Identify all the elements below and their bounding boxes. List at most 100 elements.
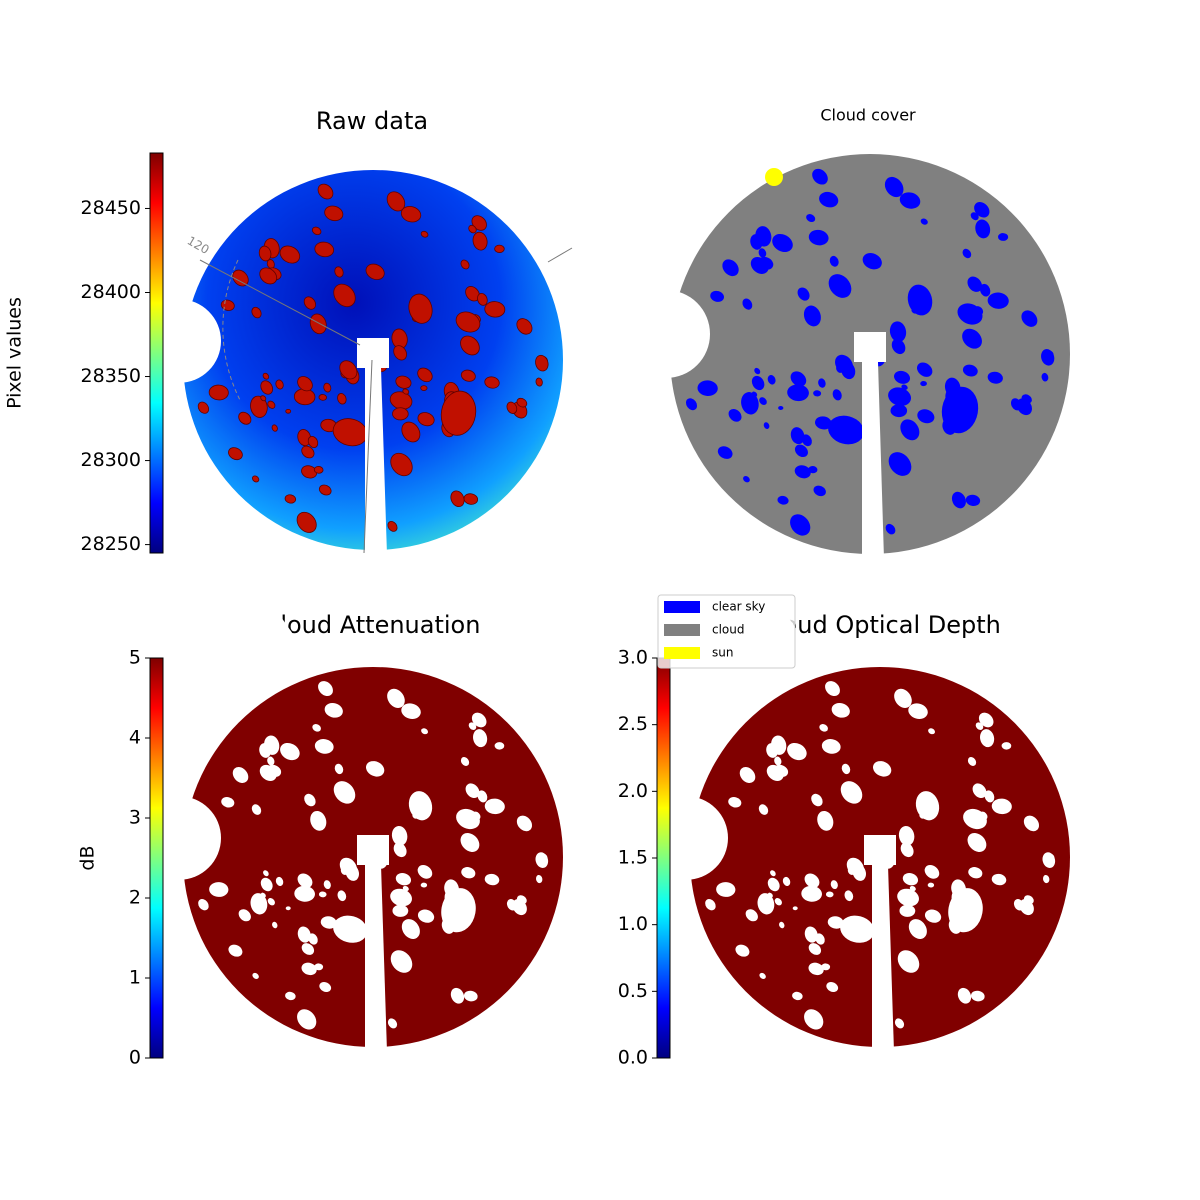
cloud-blob [221, 797, 235, 808]
cloud-blob [401, 919, 420, 939]
cloud-blob [408, 293, 433, 324]
panel: Cloud Attenuation 0 1 2 3 4 5 dB [77, 600, 563, 1069]
cloud-blob [366, 761, 385, 777]
cloud-blob [920, 380, 927, 387]
cloud-blob [840, 915, 875, 943]
cloud-blob [743, 476, 750, 483]
cloud-blob [830, 880, 838, 890]
cloud-blob [250, 395, 268, 418]
cloud-blob [308, 933, 318, 945]
colorbar-tick-label: 0.0 [618, 1047, 648, 1069]
cloud-blob [804, 873, 820, 888]
cloud-blob [972, 783, 987, 799]
cloud-blob [228, 944, 243, 957]
legend-label: clear sky [712, 600, 765, 614]
cloud-blob [238, 411, 252, 425]
cloud-blob [307, 435, 319, 448]
cloud-blob [1042, 852, 1056, 868]
cloud-blob [697, 380, 718, 397]
cloud-blob [263, 870, 269, 877]
cloud-blob [722, 259, 739, 277]
cloud-blob [829, 255, 839, 267]
cloud-blob [924, 865, 940, 879]
colorbar-tick-label: 0.5 [618, 980, 648, 1002]
cloud-blob [251, 804, 262, 815]
colorbar-tick-label: 2.0 [618, 780, 648, 802]
colorbar [149, 152, 164, 554]
cloud-blob [774, 898, 782, 906]
cloud-blob [198, 899, 209, 911]
cloud-blob [897, 950, 920, 973]
colorbar-label: dB [77, 845, 99, 870]
cloud-blob [801, 434, 812, 447]
pole-head [357, 338, 389, 368]
cloud-blob [808, 229, 829, 246]
cloud-blob [957, 987, 972, 1004]
cloud-blob [818, 378, 826, 388]
cloud-blob [757, 893, 775, 915]
cloud-blob [997, 233, 1009, 241]
cloud-blob [468, 224, 477, 234]
cloud-blob [297, 376, 313, 392]
cloud-blob [250, 893, 268, 915]
cloud-blob [209, 882, 229, 897]
cloud-blob [862, 253, 882, 270]
colorbar-tick-label: 5 [129, 647, 141, 669]
cloud-blob [294, 885, 315, 902]
cloud-blob [819, 724, 828, 732]
cloud-blob [314, 241, 335, 258]
cloud-blob [408, 791, 433, 821]
cloud-blob [314, 739, 334, 754]
azimuth-line [547, 247, 573, 263]
cloud-blob [401, 421, 421, 443]
cloud-blob [401, 703, 421, 719]
cloud-blob [772, 233, 793, 253]
cloud-blob [339, 360, 358, 380]
cloud-blob [477, 293, 488, 306]
cloud-blob [813, 390, 822, 397]
cloud-blob [705, 899, 716, 911]
cloud-blob [260, 877, 273, 892]
cloud-blob [965, 494, 981, 506]
cloud-blob [948, 888, 983, 933]
cloud-blob [745, 909, 758, 922]
cloud-blob [832, 389, 842, 401]
cloud-blob [779, 921, 785, 929]
cloud-blob [494, 742, 505, 750]
cloud-blob [285, 408, 292, 414]
cloud-blob [390, 888, 412, 907]
cloud-blob [759, 972, 766, 979]
cloud-blob [197, 401, 210, 414]
cloud-blob [888, 387, 912, 406]
cloud-blob [252, 972, 259, 979]
cloud-blob [484, 798, 505, 815]
cloud-blob [811, 793, 823, 807]
cloud-blob [392, 904, 409, 917]
cloud-blob [1042, 874, 1050, 884]
cloud-blob [402, 885, 409, 892]
cloud-blob [400, 206, 422, 223]
cloud-blob [835, 354, 854, 375]
cloud-blob [460, 335, 480, 356]
cloud-blob [739, 767, 756, 783]
cloud-blob [323, 382, 332, 393]
cloud-blob [898, 825, 915, 846]
cloud-blob [477, 790, 488, 803]
cloud-blob [460, 259, 470, 270]
colorbar-tick-label: 1.5 [618, 847, 648, 869]
cloud-blob [821, 739, 841, 754]
cloud-blob [984, 790, 995, 803]
cloud-blob [975, 722, 984, 730]
cloud-blob [297, 926, 311, 943]
cloud-blob [440, 390, 477, 436]
elevation-circle [222, 259, 241, 401]
cloud-blob [417, 367, 433, 383]
cloud-blob [794, 444, 808, 458]
legend: clear sky cloud sun [657, 594, 796, 669]
cloud-blob [803, 305, 821, 327]
cloud-blob [468, 722, 477, 730]
pole-head [854, 332, 886, 362]
cloud-blob [782, 876, 791, 887]
cloud-blob [808, 943, 822, 955]
cloud-blob [900, 419, 920, 441]
